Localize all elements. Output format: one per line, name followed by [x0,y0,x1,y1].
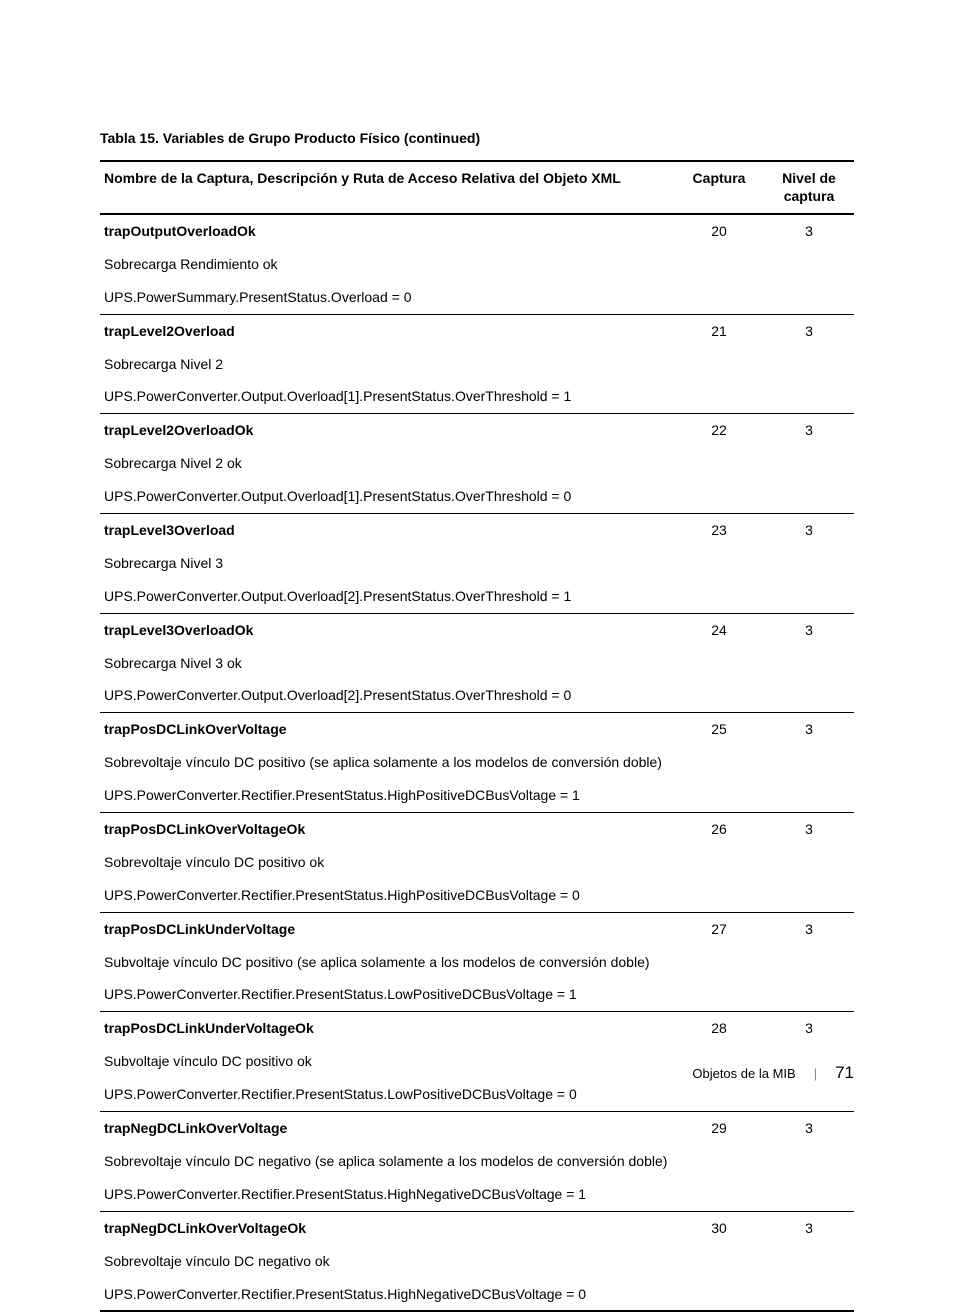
trap-path: UPS.PowerConverter.Output.Overload[2].Pr… [100,679,854,712]
table-row: Sobrecarga Nivel 3 [100,547,854,580]
table-row: UPS.PowerConverter.Rectifier.PresentStat… [100,779,854,812]
trap-description: Sobrevoltaje vínculo DC positivo (se apl… [100,746,854,779]
trap-captura: 24 [674,613,764,646]
trap-captura: 22 [674,414,764,447]
table-row: trapOutputOverloadOk203 [100,214,854,248]
table-row: UPS.PowerConverter.Output.Overload[2].Pr… [100,679,854,712]
trap-nivel: 3 [764,1112,854,1145]
trap-description: Subvoltaje vínculo DC positivo (se aplic… [100,946,854,979]
trap-path: UPS.PowerConverter.Rectifier.PresentStat… [100,1078,854,1111]
trap-path: UPS.PowerConverter.Rectifier.PresentStat… [100,879,854,912]
trap-name: trapPosDCLinkUnderVoltage [100,912,674,945]
table-row: trapPosDCLinkUnderVoltage273 [100,912,854,945]
trap-path: UPS.PowerConverter.Rectifier.PresentStat… [100,978,854,1011]
trap-captura: 26 [674,813,764,846]
trap-path: UPS.PowerConverter.Output.Overload[2].Pr… [100,580,854,613]
trap-nivel: 3 [764,713,854,746]
trap-path: UPS.PowerConverter.Output.Overload[1].Pr… [100,380,854,413]
table-title: Tabla 15. Variables de Grupo Producto Fí… [100,130,854,146]
table-body: trapOutputOverloadOk203Sobrecarga Rendim… [100,214,854,1311]
trap-path: UPS.PowerConverter.Rectifier.PresentStat… [100,1278,854,1312]
trap-description: Sobrecarga Nivel 2 [100,348,854,381]
trap-path: UPS.PowerSummary.PresentStatus.Overload … [100,281,854,314]
table-row: UPS.PowerConverter.Rectifier.PresentStat… [100,879,854,912]
table-row: UPS.PowerConverter.Output.Overload[1].Pr… [100,480,854,513]
trap-captura: 28 [674,1012,764,1045]
table-row: UPS.PowerConverter.Rectifier.PresentStat… [100,1278,854,1312]
table-row: UPS.PowerConverter.Output.Overload[1].Pr… [100,380,854,413]
table-row: UPS.PowerConverter.Rectifier.PresentStat… [100,978,854,1011]
trap-nivel: 3 [764,1211,854,1244]
table-row: Sobrecarga Nivel 3 ok [100,647,854,680]
trap-path: UPS.PowerConverter.Rectifier.PresentStat… [100,779,854,812]
variables-table: Nombre de la Captura, Descripción y Ruta… [100,160,854,1312]
table-row: UPS.PowerConverter.Rectifier.PresentStat… [100,1078,854,1111]
trap-path: UPS.PowerConverter.Rectifier.PresentStat… [100,1178,854,1211]
trap-captura: 30 [674,1211,764,1244]
col-header-nivel: Nivel de captura [764,161,854,214]
table-row: UPS.PowerSummary.PresentStatus.Overload … [100,281,854,314]
trap-name: trapLevel2OverloadOk [100,414,674,447]
trap-nivel: 3 [764,613,854,646]
trap-description: Sobrecarga Nivel 3 [100,547,854,580]
trap-nivel: 3 [764,514,854,547]
trap-nivel: 3 [764,214,854,248]
table-row: trapNegDCLinkOverVoltageOk303 [100,1211,854,1244]
table-row: Subvoltaje vínculo DC positivo (se aplic… [100,946,854,979]
trap-name: trapOutputOverloadOk [100,214,674,248]
trap-nivel: 3 [764,314,854,347]
trap-name: trapLevel3Overload [100,514,674,547]
trap-description: Sobrecarga Nivel 2 ok [100,447,854,480]
col-header-captura: Captura [674,161,764,214]
table-row: Sobrecarga Rendimiento ok [100,248,854,281]
trap-description: Sobrevoltaje vínculo DC positivo ok [100,846,854,879]
trap-captura: 27 [674,912,764,945]
trap-name: trapPosDCLinkOverVoltage [100,713,674,746]
trap-path: UPS.PowerConverter.Output.Overload[1].Pr… [100,480,854,513]
table-row: trapPosDCLinkOverVoltageOk263 [100,813,854,846]
table-row: Sobrecarga Nivel 2 [100,348,854,381]
trap-nivel: 3 [764,813,854,846]
table-row: trapLevel3OverloadOk243 [100,613,854,646]
footer-section: Objetos de la MIB [692,1066,795,1081]
table-row: Sobrevoltaje vínculo DC positivo ok [100,846,854,879]
trap-nivel: 3 [764,912,854,945]
trap-description: Sobrevoltaje vínculo DC negativo ok [100,1245,854,1278]
table-row: UPS.PowerConverter.Rectifier.PresentStat… [100,1178,854,1211]
trap-description: Sobrevoltaje vínculo DC negativo (se apl… [100,1145,854,1178]
trap-description: Sobrecarga Rendimiento ok [100,248,854,281]
trap-name: trapNegDCLinkOverVoltage [100,1112,674,1145]
trap-description: Sobrecarga Nivel 3 ok [100,647,854,680]
table-row: Sobrevoltaje vínculo DC negativo ok [100,1245,854,1278]
table-row: trapLevel2OverloadOk223 [100,414,854,447]
table-row: trapPosDCLinkOverVoltage253 [100,713,854,746]
trap-name: trapPosDCLinkOverVoltageOk [100,813,674,846]
table-row: trapLevel2Overload213 [100,314,854,347]
trap-captura: 20 [674,214,764,248]
trap-nivel: 3 [764,1012,854,1045]
table-row: UPS.PowerConverter.Output.Overload[2].Pr… [100,580,854,613]
table-row: trapNegDCLinkOverVoltage293 [100,1112,854,1145]
table-row: trapLevel3Overload233 [100,514,854,547]
trap-captura: 25 [674,713,764,746]
trap-name: trapNegDCLinkOverVoltageOk [100,1211,674,1244]
page-footer: Objetos de la MIB | 71 [692,1063,854,1083]
table-row: Sobrevoltaje vínculo DC negativo (se apl… [100,1145,854,1178]
trap-name: trapPosDCLinkUnderVoltageOk [100,1012,674,1045]
table-row: Sobrecarga Nivel 2 ok [100,447,854,480]
table-row: Sobrevoltaje vínculo DC positivo (se apl… [100,746,854,779]
trap-nivel: 3 [764,414,854,447]
trap-captura: 23 [674,514,764,547]
col-header-name: Nombre de la Captura, Descripción y Ruta… [100,161,674,214]
trap-name: trapLevel3OverloadOk [100,613,674,646]
trap-captura: 29 [674,1112,764,1145]
footer-page-number: 71 [835,1063,854,1083]
table-row: trapPosDCLinkUnderVoltageOk283 [100,1012,854,1045]
footer-divider: | [814,1066,817,1081]
trap-name: trapLevel2Overload [100,314,674,347]
trap-captura: 21 [674,314,764,347]
